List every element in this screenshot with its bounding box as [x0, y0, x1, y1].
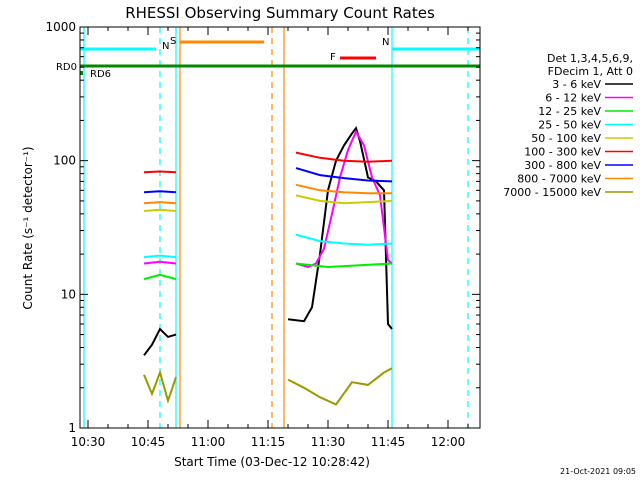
- series-line: [295, 167, 393, 183]
- series-line: [143, 201, 177, 205]
- series-line: [143, 273, 177, 281]
- vertical-markers: [83, 27, 469, 428]
- chart-title: RHESSI Observing Summary Count Rates: [125, 4, 435, 22]
- series-line: [143, 190, 177, 194]
- y-tick-label: 1000: [45, 20, 76, 34]
- y-tick-label: 10: [61, 287, 76, 301]
- series-line: [295, 151, 393, 163]
- series-line: [295, 129, 393, 269]
- x-axis-ticks: 10:30 10:45 11:00 11:15 11:30 11:45 12:00: [71, 27, 469, 449]
- x-tick-label: 11:30: [311, 435, 346, 449]
- y-axis-ticks: 1 10 100 1000: [45, 20, 480, 435]
- legend-entry: 7000 - 15000 keV: [503, 186, 601, 199]
- flag-label: RD6: [90, 69, 111, 80]
- x-tick-label: 10:30: [71, 435, 106, 449]
- legend-entry: 12 - 25 keV: [538, 105, 601, 118]
- footer-date: 21-Oct-2021 09:05: [560, 467, 636, 476]
- flag-label: N: [382, 37, 389, 48]
- x-axis-label: Start Time (03-Dec-12 10:28:42): [174, 455, 370, 469]
- series-line: [287, 126, 393, 330]
- legend-entry: 25 - 50 keV: [538, 119, 601, 132]
- series-line: [143, 254, 177, 259]
- legend-entry: 6 - 12 keV: [545, 92, 601, 105]
- legend-entry: 800 - 7000 keV: [517, 173, 601, 186]
- series-line: [143, 208, 177, 212]
- legend-entry: 300 - 800 keV: [524, 159, 601, 172]
- x-tick-label: 11:00: [191, 435, 226, 449]
- y-axis-label: Count Rate (s⁻¹ detector⁻¹): [21, 146, 35, 309]
- legend-header: Det 1,3,4,5,6,9,: [547, 52, 633, 65]
- legend-entry: 100 - 300 keV: [524, 146, 601, 159]
- y-tick-label: 1: [68, 421, 76, 435]
- series-line: [295, 183, 392, 195]
- series-line: [143, 327, 177, 356]
- series-line: [295, 262, 393, 269]
- series-line: [295, 194, 393, 205]
- x-tick-label: 11:45: [371, 435, 406, 449]
- flag-label: F: [330, 52, 336, 63]
- legend-entry: 3 - 6 keV: [552, 78, 601, 91]
- series-line: [143, 369, 177, 405]
- series-layer: [143, 126, 393, 406]
- series-line: [287, 367, 393, 406]
- x-tick-label: 12:00: [431, 435, 466, 449]
- flag-label: S: [170, 36, 176, 47]
- series-line: [295, 233, 393, 246]
- flag-label: N: [162, 41, 169, 52]
- legend-entry: 50 - 100 keV: [531, 132, 601, 145]
- x-tick-label: 11:15: [251, 435, 286, 449]
- series-line: [143, 260, 177, 265]
- y-tick-label: 100: [53, 154, 76, 168]
- x-tick-label: 10:45: [131, 435, 166, 449]
- legend: Det 1,3,4,5,6,9,FDecim 1, Att 03 - 6 keV…: [503, 52, 633, 199]
- flag-label: RD0: [56, 62, 77, 73]
- series-line: [143, 170, 177, 174]
- legend-header: FDecim 1, Att 0: [548, 65, 633, 78]
- flag-marker: [80, 71, 83, 75]
- plot-frame: [79, 26, 481, 429]
